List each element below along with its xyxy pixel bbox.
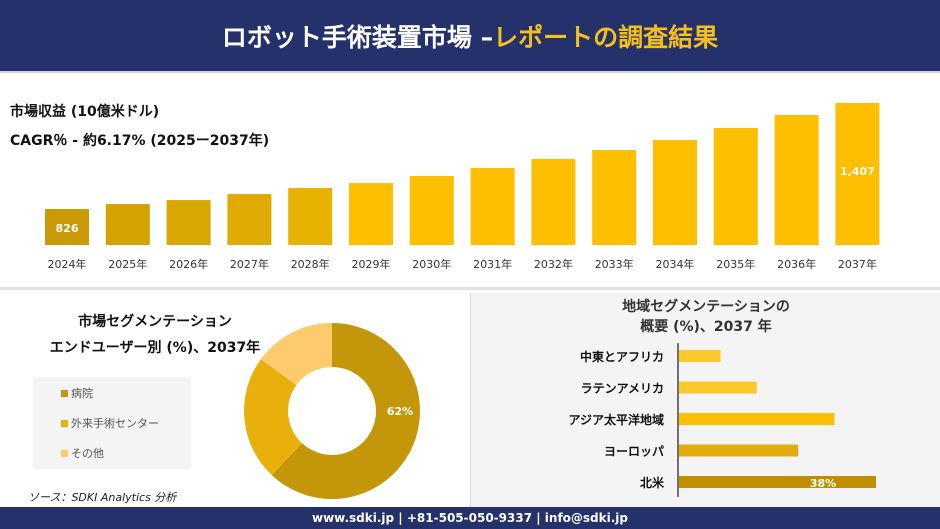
region-label: 北米	[640, 475, 665, 490]
x-tick-label: 2036年	[777, 257, 816, 271]
x-tick-label: 2027年	[230, 257, 269, 271]
legend-label: 外来手術センター	[71, 417, 159, 430]
bar-data-label: 826	[56, 222, 79, 235]
x-tick-label: 2025年	[108, 257, 147, 271]
x-tick-label: 2028年	[291, 257, 330, 271]
legend-swatch	[61, 449, 68, 457]
revenue-bar	[349, 183, 393, 245]
region-bar	[679, 381, 757, 394]
legend-item: その他	[61, 445, 104, 461]
bar-data-label: 1,407	[840, 165, 875, 178]
region-label: ヨーロッパ	[604, 445, 664, 459]
x-tick-label: 2030年	[412, 257, 451, 271]
region-label: アジア太平洋地域	[568, 412, 664, 427]
end-user-title-2: エンドユーザー別 (%)、2037年	[49, 340, 261, 356]
region-label: ラテンアメリカ	[581, 382, 664, 396]
region-bar	[679, 444, 799, 457]
end-user-section: 市場セグメンテーション エンドユーザー別 (%)、2037年 病院 外来手術セン…	[0, 293, 470, 507]
x-tick-label: 2033年	[595, 257, 634, 271]
donut-slice	[243, 359, 302, 476]
header-banner: ロボット手術装置市場 – レポートの調査結果	[0, 0, 940, 73]
revenue-section: 市場収益 (10億米ドル) CAGR％ - 約6.17% (2025ー2037年…	[0, 75, 940, 290]
revenue-bar	[470, 167, 515, 245]
revenue-bar	[531, 159, 576, 245]
revenue-bar	[105, 204, 150, 245]
legend-label: 病院	[71, 387, 93, 400]
revenue-bar	[774, 115, 819, 245]
x-tick-label: 2026年	[169, 257, 208, 271]
region-label: 中東とアフリカ	[580, 349, 664, 364]
legend-item: 外来手術センター	[61, 415, 159, 431]
region-bar	[679, 413, 835, 425]
x-tick-label: 2035年	[716, 257, 755, 271]
region-title-1: 地域セグメンテーションの	[622, 299, 790, 315]
revenue-bar	[288, 188, 333, 245]
x-tick-label: 2031年	[473, 257, 512, 271]
region-section: 地域セグメンテーションの 概要 (%)、2037 年 中東とアフリカ ラテンアメリカ…	[470, 293, 940, 507]
region-data-label: 38%	[810, 477, 836, 490]
donut-data-label: 62%	[387, 405, 413, 418]
donut-slice	[271, 323, 420, 499]
title-main: ロボット手術装置市場 –	[221, 22, 494, 52]
revenue-bar	[166, 200, 211, 245]
end-user-donut-chart: 62%	[243, 323, 420, 499]
cagr-label: CAGR％ - 約6.17% (2025ー2037年)	[10, 133, 270, 149]
x-tick-label: 2037年	[838, 257, 877, 271]
revenue-bar	[713, 127, 758, 245]
legend-label: その他	[71, 447, 104, 460]
revenue-bar	[409, 175, 454, 245]
title-highlight: レポートの調査結果	[493, 22, 719, 52]
footer-contact: www.sdki.jp | +81-505-050-9337 | info@sd…	[0, 507, 940, 529]
revenue-bar	[227, 194, 272, 245]
x-tick-label: 2024年	[48, 257, 87, 271]
region-title-2: 概要 (%)、2037 年	[640, 319, 772, 335]
legend-swatch	[61, 389, 68, 397]
donut-legend: 病院 外来手術センター その他	[33, 377, 191, 469]
source-note: ソース：SDKI Analytics 分析	[28, 491, 177, 504]
legend-item: 病院	[61, 385, 93, 401]
legend-swatch	[61, 419, 68, 427]
x-tick-label: 2029年	[352, 257, 391, 271]
revenue-bar	[592, 150, 637, 245]
x-tick-label: 2034年	[656, 257, 695, 271]
region-title: 地域セグメンテーションの 概要 (%)、2037 年	[471, 297, 940, 337]
donut-slice	[260, 323, 332, 386]
x-tick-label: 2032年	[534, 257, 573, 271]
region-bar	[679, 476, 876, 488]
revenue-bar-chart: 2024年 826 2025年 2026年 2027年 2028年 2029年 2030年 20…	[45, 103, 880, 271]
revenue-bar	[835, 103, 880, 245]
region-bar	[679, 350, 721, 362]
revenue-bar	[653, 140, 697, 245]
revenue-bar	[45, 209, 89, 245]
end-user-title-1: 市場セグメンテーション	[78, 314, 232, 330]
revenue-label: 市場収益 (10億米ドル)	[10, 104, 160, 120]
